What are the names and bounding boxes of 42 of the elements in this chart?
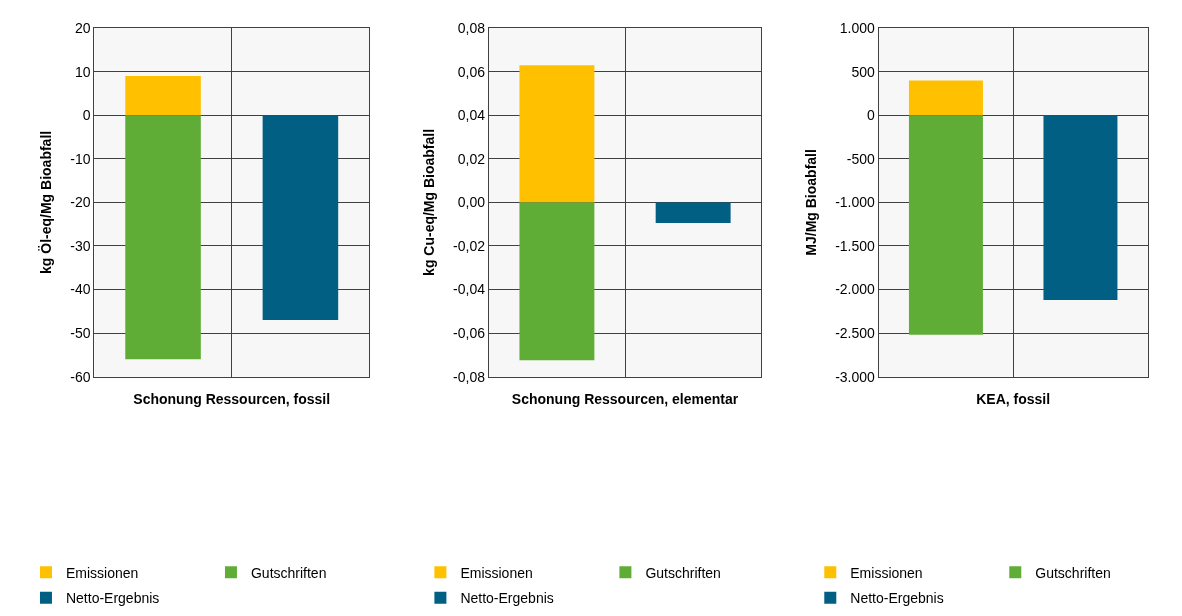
y-tick-label: 0: [867, 107, 876, 124]
y-tick-label: -0,08: [453, 368, 486, 385]
y-tick-label: -0,06: [453, 325, 486, 342]
y-tick-label: -50: [70, 325, 91, 342]
y-tick-label: -30: [70, 237, 91, 254]
y-tick-label: 0,00: [457, 194, 486, 211]
legend-label: Netto-Ergebnis: [65, 590, 160, 607]
y-tick-label: 500: [851, 63, 876, 80]
legend-label: Netto-Ergebnis: [460, 590, 554, 607]
legend-label: Emissionen: [460, 564, 533, 581]
y-tick-label: -40: [70, 281, 91, 298]
y-tick-label: 20: [74, 20, 91, 37]
y-tick-label: 10: [74, 63, 91, 80]
y-tick-label: -1.500: [835, 237, 876, 254]
y-tick-label: -60: [70, 368, 91, 385]
y-tick-label: -500: [846, 150, 876, 167]
legend-label: Emissionen: [65, 564, 139, 581]
y-tick-label: 0,06: [457, 63, 486, 80]
y-tick-label: 0: [82, 107, 91, 124]
y-axis-title: kg Cu-eq/Mg Bioabfall: [420, 128, 437, 276]
x-axis-title: Schonung Ressourcen, elementar: [511, 391, 739, 408]
y-axis-title: kg Öl-eq/Mg Bioabfall: [37, 130, 54, 274]
y-tick-label: -1.000: [835, 194, 876, 211]
y-tick-label: 0,04: [457, 107, 486, 124]
y-tick-label: -20: [70, 194, 91, 211]
legend-label: Gutschriften: [1035, 564, 1111, 581]
y-tick-label: -3.000: [835, 368, 876, 385]
legend-label: Gutschriften: [645, 564, 721, 581]
y-tick-label: -2.500: [835, 325, 876, 342]
y-tick-label: -10: [70, 150, 91, 167]
y-axis-title: MJ/Mg Bioabfall: [802, 149, 819, 256]
x-axis-title: Schonung Ressourcen, fossil: [133, 391, 331, 408]
y-tick-label: -0,04: [453, 281, 486, 298]
y-tick-label: -2.000: [835, 281, 876, 298]
y-tick-label: 0,02: [457, 150, 486, 167]
y-tick-label: 0,08: [457, 20, 486, 37]
legend-label: Netto-Ergebnis: [850, 590, 944, 607]
legend-label: Emissionen: [850, 564, 923, 581]
y-tick-label: 1.000: [839, 20, 876, 37]
x-axis-title: KEA, fossil: [976, 391, 1051, 408]
legend-label: Gutschriften: [250, 564, 327, 581]
y-tick-label: -0,02: [453, 237, 486, 254]
